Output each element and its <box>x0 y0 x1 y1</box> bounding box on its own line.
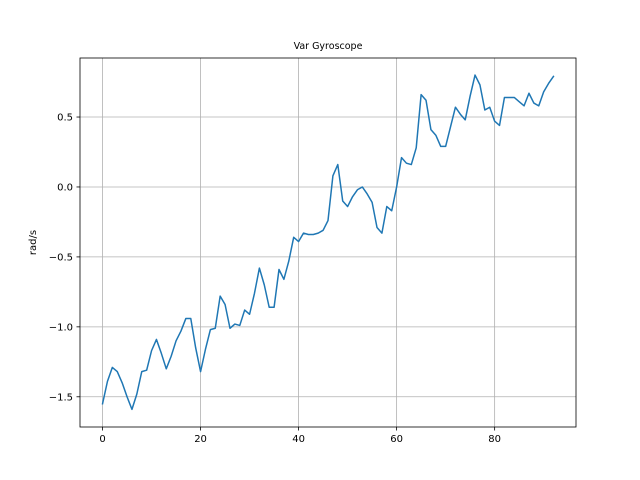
chart-title: Var Gyroscope <box>294 41 363 52</box>
x-tick-label: 0 <box>99 434 105 445</box>
series <box>101 74 555 411</box>
x-tick-label: 40 <box>292 434 305 445</box>
y-tick-label: −1.0 <box>49 322 73 333</box>
x-tick-label: 80 <box>488 434 501 445</box>
y-axis-label: rad/s <box>28 230 39 255</box>
y-tick-label: 0.0 <box>57 182 73 193</box>
plot-frame <box>79 57 577 428</box>
y-tick-label: −0.5 <box>49 252 73 263</box>
ticks: 0 20 40 60 80 −1.5 −1.0 −0.5 0.0 0.5 <box>49 113 501 445</box>
y-tick-label: −1.5 <box>49 392 73 403</box>
x-tick-label: 60 <box>390 434 403 445</box>
y-tick-label: 0.5 <box>57 113 73 124</box>
series-line <box>101 74 555 411</box>
x-tick-label: 20 <box>194 434 207 445</box>
